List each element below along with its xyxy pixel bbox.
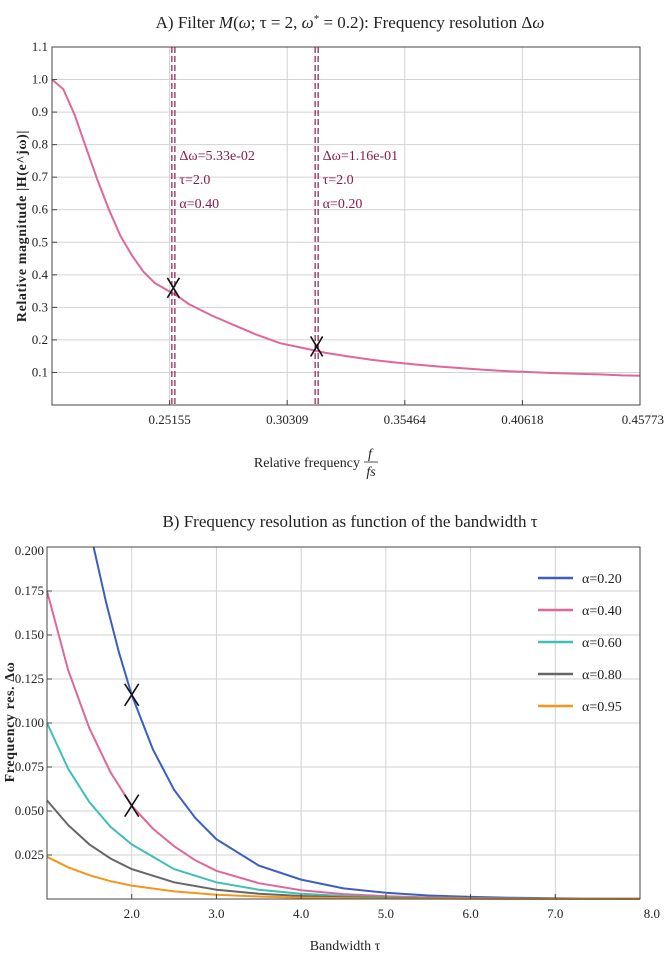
chart-a-annotations: Δω=5.33e-02 τ=2.0 α=0.40 Δω=1.16e-01 τ=2.0 α=… xyxy=(171,47,399,405)
chart-b-x-tick-label: 2.0 xyxy=(124,906,140,921)
chart-a-annotation-label: Δω=5.33e-02 xyxy=(179,149,255,164)
chart-b-y-tick-label: 0.125 xyxy=(15,671,44,686)
chart-b-series-line xyxy=(46,855,640,900)
chart-b-title: B) Frequency resolution as function of t… xyxy=(162,512,537,531)
chart-b: B) Frequency resolution as function of t… xyxy=(3,512,660,954)
chart-b-x-ticks: 2.0 3.0 4.0 5.0 6.0 7.0 8.0 xyxy=(124,894,660,921)
chart-a-y-tick-label: 0.5 xyxy=(32,234,48,249)
chart-a-title-part: A) Filter xyxy=(156,13,219,32)
chart-b-marker xyxy=(124,794,140,818)
chart-a-x-tick-label: 0.35464 xyxy=(384,412,427,427)
chart-b-y-tick-label: 0.075 xyxy=(15,759,44,774)
chart-a-x-tick-label: 0.40618 xyxy=(501,412,543,427)
chart-a-x-axis-label: Relative frequency f fs xyxy=(254,447,378,480)
chart-a-title-part: ω xyxy=(532,13,544,32)
chart-a-x-label-den: fs xyxy=(366,465,376,480)
chart-a-y-label: Relative magnitude |H(e^jω)| xyxy=(15,130,30,322)
chart-a-x-tick-label: 0.25155 xyxy=(148,412,190,427)
chart-b-x-tick-label: 8.0 xyxy=(644,906,660,921)
chart-b-markers xyxy=(124,683,140,818)
chart-a-title-part: = 0.2): Frequency resolution Δ xyxy=(319,13,532,32)
chart-a-title-part: M xyxy=(218,13,234,32)
chart-a-markers xyxy=(166,277,324,357)
chart-a-annotation-label: τ=2.0 xyxy=(323,173,354,188)
chart-a-annotation-label: Δω=1.16e-01 xyxy=(323,149,399,164)
chart-b-legend-label: α=0.60 xyxy=(582,636,622,651)
chart-a-title-part: * xyxy=(314,13,320,25)
chart-a-y-tick-label: 0.6 xyxy=(32,202,49,217)
chart-a-x-tick-label: 0.45773 xyxy=(622,412,664,427)
chart-b-legend-label: α=0.40 xyxy=(582,604,622,619)
chart-a-title: A) Filter M(ω; τ = 2, ω* = 0.2): Frequen… xyxy=(156,13,545,32)
chart-b-series-line xyxy=(46,590,640,900)
chart-a-y-tick-label: 0.8 xyxy=(32,137,48,152)
chart-a-y-tick-label: 0.9 xyxy=(32,104,48,119)
chart-a-y-tick-label: 0.2 xyxy=(32,332,48,347)
chart-a: A) Filter M(ω; τ = 2, ω* = 0.2): Frequen… xyxy=(15,13,664,480)
chart-b-legend-label: α=0.20 xyxy=(582,572,622,587)
chart-b-y-ticks: 0.025 0.050 0.075 0.100 0.125 0.150 0.175 0.200 xyxy=(15,543,52,862)
chart-a-y-ticks: 0.1 0.2 0.3 0.4 0.5 0.6 0.7 0.8 0.9 1.0 1.1 xyxy=(32,39,57,379)
chart-a-x-label-num: f xyxy=(368,447,374,462)
chart-a-series-line xyxy=(51,78,641,377)
chart-a-annotation-label: α=0.40 xyxy=(179,197,219,212)
chart-a-title-part: ( xyxy=(233,13,239,32)
chart-a-annotation-label: α=0.20 xyxy=(323,197,363,212)
chart-a-x-label-text: Relative frequency xyxy=(254,456,360,471)
chart-b-x-label: Bandwidth τ xyxy=(310,939,381,954)
chart-b-y-tick-label: 0.050 xyxy=(15,803,44,818)
chart-b-x-tick-label: 5.0 xyxy=(378,906,394,921)
chart-b-y-tick-label: 0.175 xyxy=(15,583,44,598)
chart-b-y-tick-label: 0.150 xyxy=(15,627,44,642)
chart-b-y-tick-label: 0.100 xyxy=(15,715,44,730)
chart-b-series-line xyxy=(46,799,640,900)
chart-a-y-tick-label: 0.1 xyxy=(32,364,48,379)
chart-b-x-tick-label: 4.0 xyxy=(293,906,309,921)
chart-a-marker xyxy=(309,336,324,357)
chart-b-legend: α=0.20 α=0.40 α=0.60 α=0.80 α=0.95 xyxy=(538,572,622,715)
chart-a-lines xyxy=(51,78,641,377)
chart-b-y-tick-label: 0.200 xyxy=(15,543,44,558)
chart-b-y-tick-label: 0.025 xyxy=(15,847,44,862)
chart-a-y-tick-label: 0.4 xyxy=(32,267,49,282)
chart-a-title-part: ; τ = 2, xyxy=(251,13,302,32)
chart-a-marker xyxy=(166,277,181,299)
chart-a-frame xyxy=(51,46,641,406)
chart-a-y-tick-label: 0.3 xyxy=(32,299,48,314)
chart-a-y-tick-label: 1.0 xyxy=(32,72,48,87)
chart-b-x-tick-label: 7.0 xyxy=(547,906,563,921)
chart-a-annotation-label: τ=2.0 xyxy=(179,173,210,188)
chart-b-legend-label: α=0.80 xyxy=(582,668,622,683)
chart-a-y-tick-label: 0.7 xyxy=(32,169,49,184)
chart-b-marker xyxy=(124,683,140,707)
chart-a-title-part: ω xyxy=(239,13,251,32)
chart-a-x-ticks: 0.25155 0.30309 0.35464 0.40618 0.45773 xyxy=(148,400,664,427)
chart-b-x-tick-label: 3.0 xyxy=(208,906,224,921)
chart-a-y-tick-label: 1.1 xyxy=(32,39,48,54)
chart-b-x-tick-label: 6.0 xyxy=(462,906,478,921)
chart-a-grid xyxy=(52,46,641,405)
chart-a-title-part: ω xyxy=(302,13,314,32)
chart-b-legend-label: α=0.95 xyxy=(582,700,622,715)
chart-a-x-tick-label: 0.30309 xyxy=(266,412,308,427)
chart-b-y-label: Frequency res. Δω xyxy=(3,662,18,783)
